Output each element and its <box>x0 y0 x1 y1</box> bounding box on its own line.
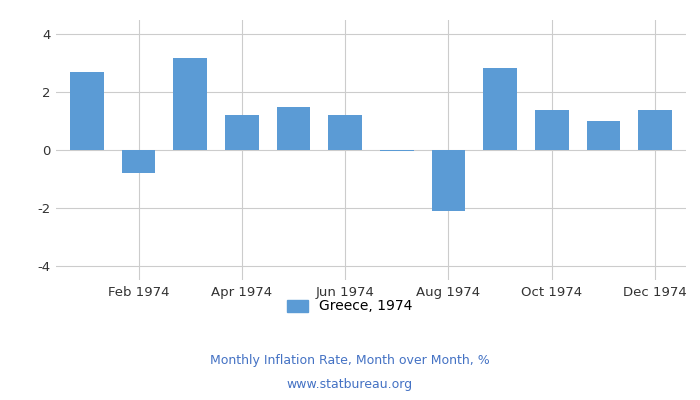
Bar <box>380 150 414 152</box>
Bar <box>70 72 104 150</box>
Text: www.statbureau.org: www.statbureau.org <box>287 378 413 391</box>
Bar <box>432 150 466 211</box>
Bar <box>174 58 207 150</box>
Text: Monthly Inflation Rate, Month over Month, %: Monthly Inflation Rate, Month over Month… <box>210 354 490 367</box>
Bar <box>276 107 310 150</box>
Legend: Greece, 1974: Greece, 1974 <box>282 294 418 319</box>
Bar <box>535 110 568 150</box>
Bar <box>638 110 672 150</box>
Bar <box>122 150 155 173</box>
Bar <box>587 121 620 150</box>
Bar <box>328 115 362 150</box>
Bar <box>225 115 259 150</box>
Bar <box>483 68 517 150</box>
